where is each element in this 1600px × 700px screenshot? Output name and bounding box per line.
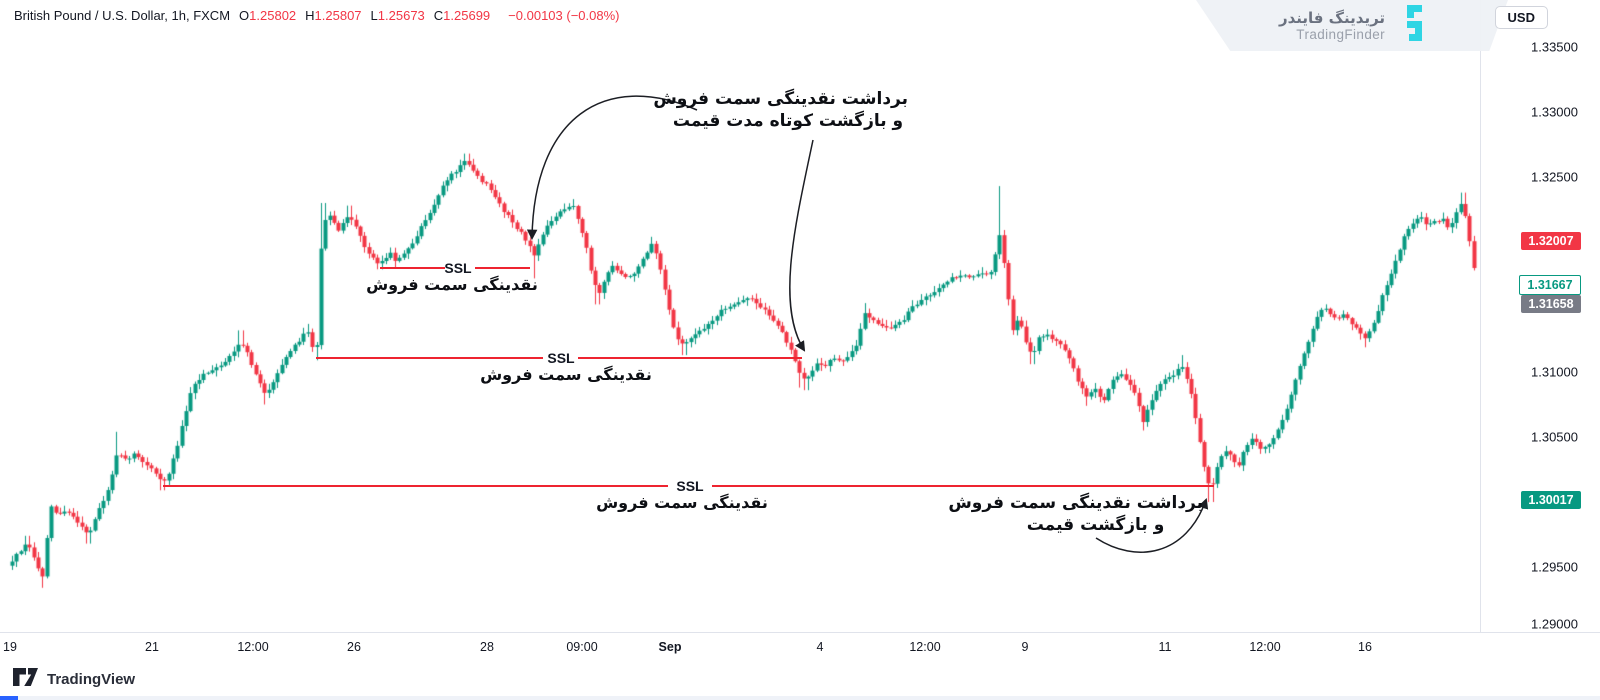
ssl-line[interactable] <box>163 485 668 488</box>
price-tick: 1.31000 <box>1531 364 1578 380</box>
time-tick: 9 <box>1021 640 1029 654</box>
loading-bar-segment <box>0 696 18 700</box>
tradingview-logo-icon[interactable] <box>12 667 39 692</box>
footer-bar: TradingView <box>0 662 1600 696</box>
price-tick: 1.33500 <box>1531 39 1578 55</box>
annotation-note[interactable]: برداشت نقدینگی سمت فروش و بازگشت کوتاه مد… <box>653 89 908 131</box>
price-tick: 1.29500 <box>1531 559 1578 575</box>
price-tick: 1.29000 <box>1531 616 1578 632</box>
time-tick: 16 <box>1358 640 1372 654</box>
time-tick: 28 <box>480 640 494 654</box>
ohlc-item: L1.25673 <box>370 8 425 23</box>
ssl-label[interactable]: SSL <box>676 478 704 495</box>
ssl-line[interactable] <box>475 267 530 269</box>
ohlc-item: O1.25802 <box>239 8 297 23</box>
change-value: −0.00103 (−0.08%) <box>508 8 620 23</box>
ssl-line[interactable] <box>316 356 543 359</box>
symbol-title[interactable]: British Pound / U.S. Dollar, 1h, FXCM <box>14 8 231 23</box>
price-axis-separator <box>1480 0 1481 632</box>
tradingfinder-logo-icon <box>1395 4 1425 47</box>
time-tick: 11 <box>1158 640 1172 654</box>
annotation-note[interactable]: برداشت نقدینگی سمت فروش و بازگشت قیمت <box>948 493 1203 535</box>
ssl-label[interactable]: SSL <box>444 260 472 276</box>
currency-toggle-button[interactable]: USD <box>1494 6 1548 29</box>
time-tick: 19 <box>3 640 17 654</box>
price-tick: 1.30500 <box>1531 429 1578 445</box>
ohlc-item: C1.25699 <box>433 8 491 23</box>
tradingfinder-watermark: تریدینگ فایندر TradingFinder <box>1196 0 1508 51</box>
time-tick: 12:00 <box>237 640 269 654</box>
price-badge: 1.32007 <box>1521 232 1581 251</box>
price-badge: 1.31667 <box>1519 275 1581 296</box>
time-axis-separator <box>0 632 1600 633</box>
ssl-label-farsi[interactable]: نقدینگی سمت فروش <box>366 275 538 294</box>
price-badge: 1.31658 <box>1521 295 1581 314</box>
price-axis[interactable]: 1.33500 1.33000 1.32500 1.31000 1.30500 1.295… <box>1480 0 1600 632</box>
time-tick: 21 <box>145 640 159 654</box>
time-tick: 26 <box>347 640 361 654</box>
price-tick: 1.33000 <box>1531 104 1578 120</box>
time-tick: 4 <box>816 640 824 654</box>
tradingview-logo-text[interactable]: TradingView <box>47 670 136 688</box>
ohlc-values: O1.25802 H1.25807 L1.25673 C1.25699 <box>239 8 499 23</box>
time-tick: 12:00 <box>1249 640 1281 654</box>
time-tick: 12:00 <box>909 640 941 654</box>
time-tick: 09:00 <box>566 640 598 654</box>
ssl-line[interactable] <box>712 485 1214 488</box>
time-axis[interactable]: 19 21 12:00 26 28 09:00 Sep 4 12:00 9 11 12:00 16 <box>0 632 1600 662</box>
candlestick-chart[interactable] <box>0 0 1480 632</box>
brand-name-farsi: تریدینگ فایندر <box>1278 8 1386 27</box>
ssl-label[interactable]: SSL <box>547 349 575 366</box>
ssl-line[interactable] <box>578 356 802 359</box>
tradingfinder-text: تریدینگ فایندر TradingFinder <box>1278 8 1386 42</box>
symbol-legend: British Pound / U.S. Dollar, 1h, FXCM O1… <box>14 8 619 23</box>
ssl-label-farsi[interactable]: نقدینگی سمت فروش <box>480 364 652 384</box>
brand-name-english: TradingFinder <box>1296 26 1386 42</box>
price-tick: 1.32500 <box>1531 169 1578 185</box>
ssl-line[interactable] <box>380 267 445 269</box>
ssl-label-farsi[interactable]: نقدینگی سمت فروش <box>596 493 768 513</box>
bottom-strip <box>0 696 1600 700</box>
ohlc-item: H1.25807 <box>305 8 362 23</box>
time-tick: Sep <box>658 640 682 654</box>
price-badge: 1.30017 <box>1521 490 1581 509</box>
